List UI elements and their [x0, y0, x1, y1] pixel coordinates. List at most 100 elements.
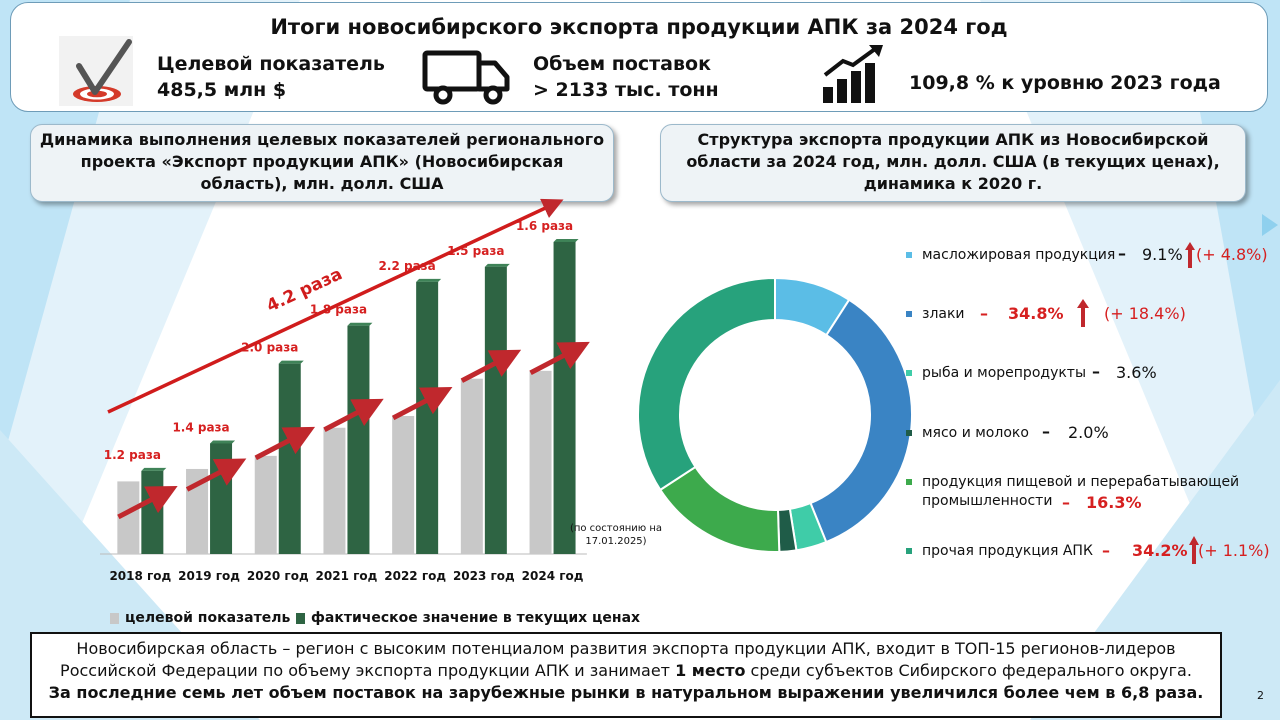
right-title-line: области за 2024 год, млн. долл. США (в т… — [686, 152, 1220, 171]
bar-actual-top — [210, 440, 236, 444]
value-grain: 34.8% — [1008, 304, 1064, 323]
up-arrow-icon — [1189, 536, 1199, 564]
summary-line-2b: 1 место — [675, 661, 746, 680]
legend-bullet — [906, 311, 912, 317]
chart-note: (по состоянию на 17.01.2025) — [569, 523, 663, 547]
truck-icon — [422, 50, 510, 105]
legend-label-food-line1: продукция пищевой и перерабатывающей — [922, 474, 1240, 490]
bar-actual-top — [553, 238, 579, 242]
value-fish: 3.6% — [1116, 363, 1157, 382]
bar-actual-top — [416, 278, 442, 282]
x-tick-label: 2024 год — [522, 569, 584, 583]
x-tick-label: 2019 год — [178, 569, 240, 583]
legend-label-oil: масложировая продукция — [922, 247, 1116, 263]
bar-actual — [141, 470, 164, 554]
bar-target — [323, 427, 346, 554]
legend-swatch-actual — [296, 612, 305, 624]
donut-slice — [637, 276, 776, 492]
value-oil: 9.1% — [1142, 245, 1183, 264]
kpi-volume-label: Объем поставок — [533, 53, 711, 75]
right-title-line: Структура экспорта продукции АПК из Ново… — [697, 130, 1209, 149]
left-title-line: область), млн. долл. США — [200, 174, 444, 193]
growth-arrow — [529, 341, 590, 376]
bar-growth-label: 1.6 раза — [516, 219, 573, 233]
header-panel: Итоги новосибирского экспорта продукции … — [10, 2, 1268, 112]
growth-arrow — [460, 349, 522, 383]
summary-line-1: Новосибирская область – регион с высоким… — [76, 639, 1176, 658]
legend-bullet — [906, 548, 912, 554]
growth-chart-icon — [823, 45, 883, 103]
bar-target — [186, 468, 209, 554]
up-arrow-icon — [1077, 299, 1089, 327]
bar-actual — [416, 281, 439, 554]
legend-label-fish: рыба и морепродукты — [922, 365, 1087, 381]
legend-item-target: целевой показатель — [110, 610, 290, 626]
bar-actual-top — [278, 360, 304, 364]
donut-chart — [637, 276, 913, 553]
legend-label-actual: фактическое значение в текущих ценах — [311, 610, 641, 626]
bar-target — [117, 481, 140, 554]
left-title-line: Динамика выполнения целевых показателей … — [39, 130, 605, 149]
legend-swatch-target — [110, 612, 119, 624]
donut-slice — [658, 465, 781, 553]
value-food: 16.3% — [1086, 493, 1142, 512]
bar-actual-top — [484, 263, 510, 267]
x-tick-label: 2018 год — [109, 569, 171, 583]
page-number: 2 — [1257, 689, 1264, 702]
legend-label-meat: мясо и молоко — [922, 425, 1029, 441]
legend-bullet — [906, 430, 912, 436]
summary-line-2: Российской Федерации по объему экспорта … — [32, 660, 1220, 682]
legend-row-fish: рыба и морепродукты – 3.6% — [906, 362, 1266, 386]
up-arrow-icon — [1185, 242, 1195, 268]
legend-label-other: прочая продукция АПК — [922, 543, 1093, 559]
overall-growth-arrow — [107, 198, 564, 414]
summary-line-3: За последние семь лет объем поставок на … — [48, 683, 1204, 702]
change-other: (+ 1.1%) — [1198, 541, 1270, 560]
bar-actual — [553, 241, 576, 554]
growth-arrow — [323, 398, 384, 432]
legend-bullet — [906, 479, 912, 485]
left-title-line: проекта «Экспорт продукции АПК» (Новосиб… — [80, 152, 564, 171]
kpi-target-label: Целевой показатель — [157, 53, 385, 75]
summary-line-2c: среди субъектов Сибирского федерального … — [745, 661, 1192, 680]
growth-arrow — [117, 485, 178, 520]
bar-actual — [278, 363, 301, 554]
bar-actual-top — [141, 467, 167, 471]
bar-growth-label: 1.8 раза — [310, 303, 367, 317]
growth-arrow — [254, 426, 316, 461]
growth-arrow — [391, 387, 453, 421]
x-tick-label: 2023 год — [453, 569, 515, 583]
bar-growth-label: 2.2 раза — [379, 259, 436, 273]
target-check-icon — [59, 36, 133, 106]
legend-row-oil: масложировая продукция – 9.1% (+ 4.8%) — [906, 242, 1268, 268]
change-grain: (+ 18.4%) — [1104, 304, 1186, 323]
kpi-target-value: 485,5 млн $ — [157, 79, 287, 101]
legend-row-other: прочая продукция АПК – 34.2% (+ 1.1%) — [906, 536, 1270, 564]
legend-bullet — [906, 370, 912, 376]
kpi-volume: Объем поставок > 2133 тыс. тонн — [533, 51, 719, 103]
change-oil: (+ 4.8%) — [1196, 245, 1268, 264]
legend-label-food-line2: промышленности — [922, 493, 1053, 509]
right-section-title: Структура экспорта продукции АПК из Ново… — [660, 124, 1246, 202]
growth-arrow — [185, 458, 247, 492]
summary-line-2a: Российской Федерации по объему экспорта … — [60, 661, 676, 680]
value-other: 34.2% — [1132, 541, 1188, 560]
right-title-line: динамика к 2020 г. — [863, 174, 1043, 193]
bar-target — [529, 370, 552, 554]
legend-item-actual: фактическое значение в текущих ценах — [296, 610, 640, 626]
x-tick-label: 2022 год — [384, 569, 446, 583]
legend-label-grain: злаки — [922, 306, 965, 322]
x-tick-label: 2021 год — [316, 569, 378, 583]
legend-row-food: продукция пищевой и перерабатывающей про… — [906, 473, 1266, 515]
left-section-title: Динамика выполнения целевых показателей … — [30, 124, 614, 202]
bar-actual — [484, 266, 507, 554]
kpi-growth: 109,8 % к уровню 2023 года — [909, 72, 1221, 94]
kpi-volume-value: > 2133 тыс. тонн — [533, 79, 719, 101]
legend-row-meat: мясо и молоко – 2.0% — [906, 422, 1266, 446]
page-title: Итоги новосибирского экспорта продукции … — [270, 15, 1008, 39]
value-meat: 2.0% — [1068, 423, 1109, 442]
kpi-target: Целевой показатель 485,5 млн $ — [157, 51, 385, 103]
legend-label-target: целевой показатель — [125, 610, 291, 626]
bar-actual — [347, 325, 370, 554]
